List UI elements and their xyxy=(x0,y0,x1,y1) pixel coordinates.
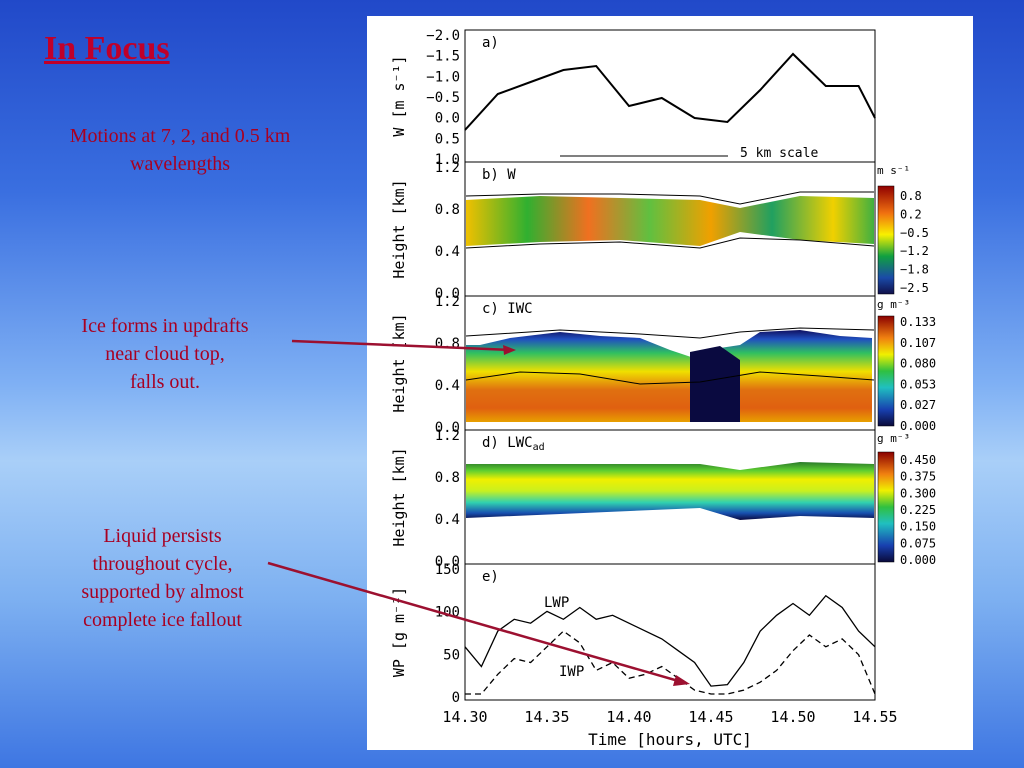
x-tick-label: 14.50 xyxy=(770,708,815,726)
x-tick-label: 14.45 xyxy=(688,708,733,726)
panel-a-plot xyxy=(464,52,876,131)
panel-d-ytick: 0.4 xyxy=(435,512,460,528)
series-iwp-line xyxy=(465,630,876,695)
arrow-liquid xyxy=(267,561,683,684)
panel-c-ylabel: Height [km] xyxy=(390,313,408,412)
panel-d-colorbar-unit: g m⁻³ xyxy=(877,432,910,445)
panel-a-ytick: −1.5 xyxy=(426,49,460,65)
x-tick-label: 14.35 xyxy=(524,708,569,726)
scale-bar-label: 5 km scale xyxy=(740,146,818,161)
panel-d-field xyxy=(466,462,874,520)
panel-d-ytick: 0.8 xyxy=(435,470,460,486)
panel-d-colorbar-tick: 0.075 xyxy=(900,536,936,550)
liquid-note-line: throughout cycle, xyxy=(92,553,233,575)
panel-c-field xyxy=(466,330,872,422)
panel-b-colorbar-tick: −1.8 xyxy=(900,263,929,277)
x-tick-label: 14.40 xyxy=(606,708,651,726)
liquid-note-line: complete ice fallout xyxy=(83,609,242,631)
panel-b-ytick: 1.2 xyxy=(435,160,460,176)
panel-c-colorbar-unit: g m⁻³ xyxy=(877,298,910,311)
ice-note-line: falls out. xyxy=(130,371,200,393)
panel-d-colorbar-tick: 0.450 xyxy=(900,453,936,467)
liquid-note-line: Liquid persists xyxy=(103,525,222,547)
liquid-note-line: supported by almost xyxy=(81,581,244,603)
panel-b-base-contour xyxy=(465,237,875,249)
panel-a-ytick: −2.0 xyxy=(426,28,460,44)
panel-e-ylabel: WP [g m⁻²] xyxy=(390,587,408,677)
panel-b-colorbar-tick: −0.5 xyxy=(900,226,929,240)
colorbar-d xyxy=(877,451,895,563)
panel-b-ytick: 0.0 xyxy=(435,286,460,302)
panel-e-ytick: 150 xyxy=(435,562,460,578)
x-tick-label: 14.55 xyxy=(852,708,897,726)
panel-c-ytick: 0.4 xyxy=(435,378,460,394)
arrow-ice xyxy=(291,339,513,352)
panel-c-base-contour xyxy=(465,371,875,385)
ice-note-line: Ice forms in updrafts xyxy=(81,315,249,337)
panel-b-ylabel: Height [km] xyxy=(390,179,408,278)
panel-a-label: a) xyxy=(482,35,499,51)
panel-e-ytick: 0 xyxy=(452,690,460,706)
panel-e-frame xyxy=(464,563,876,701)
panel-d-label: d) LWCad xyxy=(482,435,545,453)
panel-d-colorbar-tick: 0.375 xyxy=(900,470,936,484)
panel-b-label: b) W xyxy=(482,167,516,183)
colorbar-c xyxy=(877,315,895,427)
panel-c-label: c) IWC xyxy=(482,301,533,317)
ice-note-line: near cloud top, xyxy=(105,343,225,365)
series-lwp-line xyxy=(464,594,876,687)
panel-a-ytick: 1.0 xyxy=(435,152,460,168)
panel-b-colorbar-tick: −2.5 xyxy=(900,281,929,295)
panel-c-colorbar-tick: 0.133 xyxy=(900,315,936,329)
arrowhead-ice xyxy=(503,345,516,355)
panel-b-colorbar-unit: m s⁻¹ xyxy=(877,164,910,177)
panel-d-ytick: 1.2 xyxy=(435,428,460,444)
panel-b-ytick: 0.4 xyxy=(435,244,460,260)
panel-b-colorbar-tick: −1.2 xyxy=(900,244,929,258)
panel-a-ylabel: W [m s⁻¹] xyxy=(390,55,408,136)
panel-b-field xyxy=(466,196,874,246)
series-iwp-label: IWP xyxy=(559,664,584,680)
panel-b-colorbar-tick: 0.8 xyxy=(900,189,922,203)
panel-d-colorbar-tick: 0.225 xyxy=(900,503,936,517)
panel-c-gap xyxy=(690,346,740,422)
panel-c-ytick: 1.2 xyxy=(435,294,460,310)
panel-d-colorbar-tick: 0.300 xyxy=(900,486,936,500)
panel-a-frame xyxy=(464,29,876,163)
panel-c-ytick: 0.8 xyxy=(435,336,460,352)
panel-d-label-subscript: ad xyxy=(533,442,545,453)
x-axis-label: Time [hours, UTC] xyxy=(588,730,752,749)
slide-title: In Focus xyxy=(44,30,170,67)
series-lwp-label: LWP xyxy=(544,595,569,611)
panel-c-top-contour xyxy=(465,327,875,339)
colorbar-b xyxy=(877,185,895,295)
panel-a-ytick: 0.5 xyxy=(435,131,460,147)
panel-e-plot xyxy=(464,594,876,695)
ice-note: Ice forms in updrafts near cloud top, fa… xyxy=(50,312,280,396)
panel-e-ytick: 50 xyxy=(443,647,460,663)
panel-c-colorbar-tick: 0.053 xyxy=(900,377,936,391)
panel-a-ytick: 0.0 xyxy=(435,111,460,127)
panel-d-ytick: 0.0 xyxy=(435,554,460,570)
panel-b-colorbar-tick: 0.2 xyxy=(900,207,922,221)
panel-b-top-contour xyxy=(465,191,874,205)
panel-e-label: e) xyxy=(482,569,499,585)
panel-a-ytick: −0.5 xyxy=(426,90,460,106)
panel-c-colorbar-tick: 0.000 xyxy=(900,419,936,433)
wavelength-note: Motions at 7, 2, and 0.5 km wavelengths xyxy=(69,125,291,175)
x-tick-label: 14.30 xyxy=(442,708,487,726)
panel-d-ylabel: Height [km] xyxy=(390,447,408,546)
panel-c-colorbar-tick: 0.027 xyxy=(900,398,936,412)
arrowhead-liquid xyxy=(673,675,690,686)
panel-c-ytick: 0.0 xyxy=(435,420,460,436)
panel-b-ytick: 0.8 xyxy=(435,202,460,218)
panel-d-colorbar-tick: 0.150 xyxy=(900,520,936,534)
panel-d-colorbar-tick: 0.000 xyxy=(900,553,936,567)
panel-c-colorbar-tick: 0.080 xyxy=(900,357,936,371)
liquid-note: Liquid persists throughout cycle, suppor… xyxy=(40,522,285,634)
panel-a-ytick: −1.0 xyxy=(426,69,460,85)
panel-c-colorbar-tick: 0.107 xyxy=(900,336,936,350)
panel-a-smoothed-line xyxy=(464,52,876,131)
